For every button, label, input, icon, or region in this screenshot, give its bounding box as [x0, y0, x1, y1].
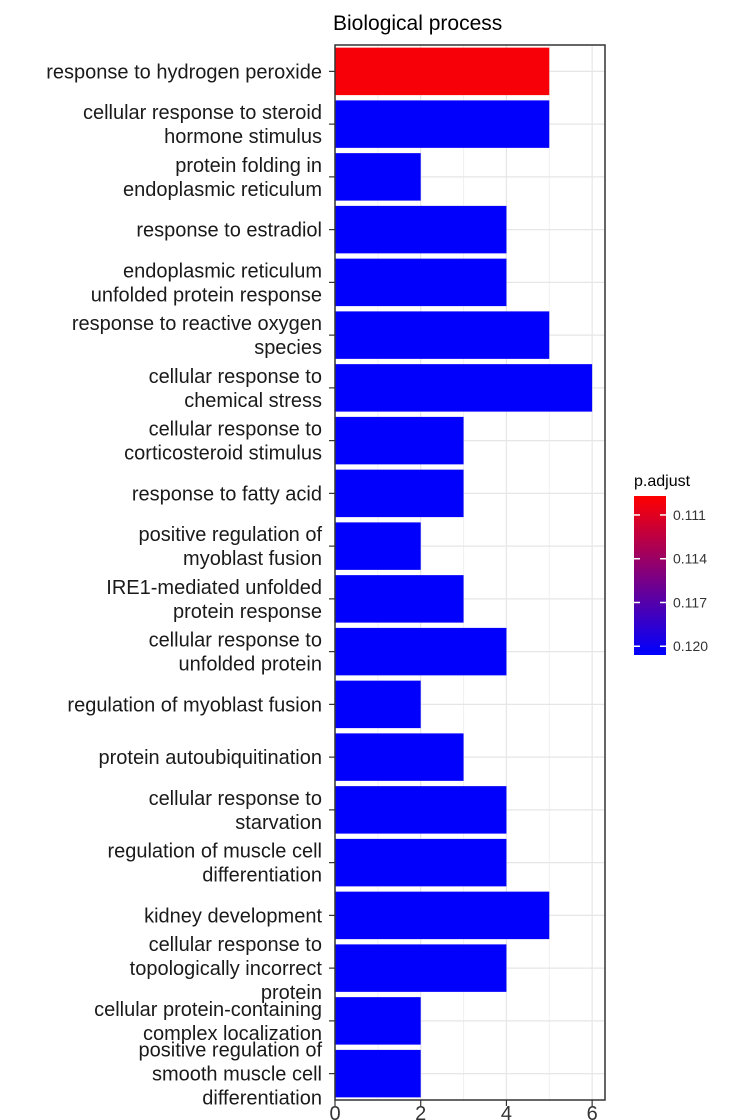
x-tick-label: 4: [501, 1103, 512, 1120]
bar: [335, 47, 550, 96]
legend-tick-label: 0.120: [673, 638, 708, 654]
category-label: cellular response to starvation: [149, 788, 322, 834]
legend-tick-label: 0.114: [673, 551, 707, 567]
category-label: cellular response to steroid hormone stim…: [83, 102, 322, 148]
bar: [335, 205, 507, 254]
bar: [335, 258, 507, 307]
bar: [335, 786, 507, 834]
legend-tick-label: 0.117: [673, 594, 707, 610]
category-label: response to hydrogen peroxide: [46, 61, 322, 83]
category-label: response to fatty acid: [132, 483, 322, 505]
bar: [335, 997, 421, 1045]
legend-title: p.adjust: [634, 473, 691, 490]
bar: [335, 153, 421, 201]
category-label: protein autoubiquitination: [98, 747, 322, 769]
category-label: protein folding in endoplasmic reticulum: [123, 155, 322, 201]
category-label: positive regulation of smooth muscle cell…: [139, 1040, 323, 1110]
category-labels: response to hydrogen peroxide cellular re…: [46, 61, 335, 1110]
chart-title: Biological process: [333, 12, 502, 35]
bar: [335, 416, 464, 465]
bar: [335, 680, 421, 729]
category-label: regulation of myoblast fusion: [67, 694, 322, 716]
category-label: positive regulation of myoblast fusion: [139, 524, 323, 570]
x-tick-label: 2: [415, 1103, 426, 1120]
category-label: IRE1-mediated unfolded protein response: [106, 577, 322, 623]
legend-tick-label: 0.111: [673, 507, 706, 523]
category-label: regulation of muscle cell differentiation: [107, 841, 322, 887]
category-label: kidney development: [144, 905, 322, 927]
bar: [335, 364, 593, 412]
plot-border: [334, 44, 606, 1101]
category-label: endoplasmic reticulum unfolded protein re…: [91, 260, 322, 306]
bar: [335, 1049, 421, 1098]
bar: [335, 838, 507, 887]
bar: [335, 100, 550, 148]
legend-ticks: 0.111 0.114 0.117 0.120: [634, 507, 708, 654]
bar: [335, 733, 464, 781]
x-tick-label: 0: [329, 1103, 340, 1120]
color-legend: p.adjust 0.111 0.114 0.117 0.120: [634, 473, 708, 655]
category-label: response to reactive oxygen species: [72, 313, 322, 359]
bars: [335, 47, 593, 1098]
x-tick-label: 6: [587, 1103, 598, 1120]
bar: [335, 944, 507, 992]
plot-panel: [335, 45, 605, 1100]
bar: [335, 311, 550, 359]
category-label: response to estradiol: [136, 220, 322, 242]
category-label: cellular response to corticosteroid stimu…: [124, 419, 322, 465]
x-axis-ticks: 0 2 4 6: [329, 1100, 598, 1120]
bar: [335, 522, 421, 570]
category-label: cellular protein-containing complex local…: [94, 999, 322, 1045]
category-label: cellular response to unfolded protein: [149, 630, 322, 676]
category-label: cellular response to topologically incorr…: [130, 934, 323, 1004]
category-label: cellular response to chemical stress: [149, 366, 322, 412]
bar: [335, 627, 507, 676]
bar: [335, 575, 464, 623]
legend-colorbar: [634, 496, 666, 655]
bar: [335, 469, 464, 518]
bar: [335, 891, 550, 940]
panel-background: [335, 45, 605, 1100]
